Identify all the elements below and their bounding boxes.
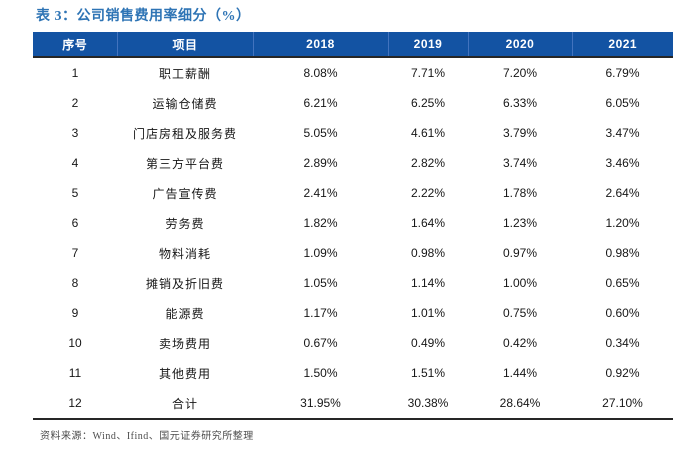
table-cell: 门店房租及服务费 — [117, 118, 253, 148]
table-row: 5 广告宣传费 2.41% 2.22% 1.78% 2.64% — [33, 178, 673, 208]
table-row: 12 合计 31.95% 30.38% 28.64% 27.10% — [33, 388, 673, 420]
table-row: 11 其他费用 1.50% 1.51% 1.44% 0.92% — [33, 358, 673, 388]
header-cell-4: 2020 — [467, 32, 572, 58]
table-cell: 0.60% — [572, 298, 673, 328]
table-cell: 6 — [33, 208, 117, 238]
sales-expense-ratio-table: 序号 项目 2018 2019 2020 2021 1 职工薪酬 8.08% 7.71% 7.20… — [33, 32, 673, 420]
table-cell: 职工薪酬 — [117, 57, 253, 88]
header-cell-1: 项目 — [116, 32, 253, 58]
table-cell: 1.14% — [388, 268, 468, 298]
table-cell: 12 — [33, 388, 117, 420]
table-cell: 摊销及折旧费 — [117, 268, 253, 298]
table-cell: 0.67% — [253, 328, 388, 358]
table-cell: 1.44% — [468, 358, 572, 388]
table-row: 4 第三方平台费 2.89% 2.82% 3.74% 3.46% — [33, 148, 673, 178]
table-cell: 3.74% — [468, 148, 572, 178]
table-cell: 物料消耗 — [117, 238, 253, 268]
header-cell-5: 2021 — [571, 32, 673, 58]
table-cell: 0.42% — [468, 328, 572, 358]
table-cell: 运输仓储费 — [117, 88, 253, 118]
table-cell: 4 — [33, 148, 117, 178]
table-cell: 卖场费用 — [117, 328, 253, 358]
table-cell: 其他费用 — [117, 358, 253, 388]
table-row: 2 运输仓储费 6.21% 6.25% 6.33% 6.05% — [33, 88, 673, 118]
source-note: 资料来源：Wind、Ifind、国元证券研究所整理 — [40, 431, 254, 442]
header-cell-0: 序号 — [33, 32, 117, 58]
table-cell: 1.09% — [253, 238, 388, 268]
table-cell: 9 — [33, 298, 117, 328]
table-cell: 2.41% — [253, 178, 388, 208]
table-cell: 1.78% — [468, 178, 572, 208]
table-cell: 3.47% — [572, 118, 673, 148]
table-title: 表 3：公司销售费用率细分（%） — [36, 9, 251, 24]
header-cell-3: 2019 — [387, 32, 468, 58]
table-cell: 5.05% — [253, 118, 388, 148]
table-row: 1 职工薪酬 8.08% 7.71% 7.20% 6.79% — [33, 57, 673, 88]
table-cell: 6.33% — [468, 88, 572, 118]
table-cell: 0.75% — [468, 298, 572, 328]
table-cell: 1.50% — [253, 358, 388, 388]
table-cell: 7.71% — [388, 57, 468, 88]
table-cell: 31.95% — [253, 388, 388, 420]
table-cell: 4.61% — [388, 118, 468, 148]
table-cell: 5 — [33, 178, 117, 208]
table-cell: 27.10% — [572, 388, 673, 420]
table-cell: 劳务费 — [117, 208, 253, 238]
table-cell: 0.97% — [468, 238, 572, 268]
table-cell: 1.01% — [388, 298, 468, 328]
table-cell: 0.98% — [572, 238, 673, 268]
table-cell: 10 — [33, 328, 117, 358]
table-cell: 8.08% — [253, 57, 388, 88]
table-cell: 1.00% — [468, 268, 572, 298]
table-cell: 6.79% — [572, 57, 673, 88]
table-cell: 2.89% — [253, 148, 388, 178]
table-row: 3 门店房租及服务费 5.05% 4.61% 3.79% 3.47% — [33, 118, 673, 148]
table-cell: 0.65% — [572, 268, 673, 298]
table-header-row: 序号 项目 2018 2019 2020 2021 — [33, 32, 673, 58]
table-cell: 0.98% — [388, 238, 468, 268]
table-cell: 6.05% — [572, 88, 673, 118]
table-cell: 3.79% — [468, 118, 572, 148]
table-row: 7 物料消耗 1.09% 0.98% 0.97% 0.98% — [33, 238, 673, 268]
table-cell: 0.92% — [572, 358, 673, 388]
table-cell: 1.64% — [388, 208, 468, 238]
table-cell: 1.20% — [572, 208, 673, 238]
table-cell: 2 — [33, 88, 117, 118]
table-cell: 0.49% — [388, 328, 468, 358]
table-cell: 第三方平台费 — [117, 148, 253, 178]
table-cell: 28.64% — [468, 388, 572, 420]
table-cell: 2.22% — [388, 178, 468, 208]
table-cell: 6.21% — [253, 88, 388, 118]
table-cell: 合计 — [117, 388, 253, 420]
table-cell: 广告宣传费 — [117, 178, 253, 208]
table-cell: 2.64% — [572, 178, 673, 208]
table-cell: 2.82% — [388, 148, 468, 178]
table-cell: 3.46% — [572, 148, 673, 178]
table-cell: 6.25% — [388, 88, 468, 118]
table-cell: 1.17% — [253, 298, 388, 328]
table-cell: 1.05% — [253, 268, 388, 298]
table-cell: 3 — [33, 118, 117, 148]
table-cell: 7.20% — [468, 57, 572, 88]
table-cell: 0.34% — [572, 328, 673, 358]
table-cell: 能源费 — [117, 298, 253, 328]
table-cell: 1.51% — [388, 358, 468, 388]
table-cell: 1.82% — [253, 208, 388, 238]
table-row: 6 劳务费 1.82% 1.64% 1.23% 1.20% — [33, 208, 673, 238]
table-cell: 7 — [33, 238, 117, 268]
table-cell: 30.38% — [388, 388, 468, 420]
table-row: 9 能源费 1.17% 1.01% 0.75% 0.60% — [33, 298, 673, 328]
table-row: 8 摊销及折旧费 1.05% 1.14% 1.00% 0.65% — [33, 268, 673, 298]
header-cell-2: 2018 — [252, 32, 388, 58]
table-cell: 11 — [33, 358, 117, 388]
table-cell: 1.23% — [468, 208, 572, 238]
table-row: 10 卖场费用 0.67% 0.49% 0.42% 0.34% — [33, 328, 673, 358]
table-cell: 1 — [33, 57, 117, 88]
table-cell: 8 — [33, 268, 117, 298]
